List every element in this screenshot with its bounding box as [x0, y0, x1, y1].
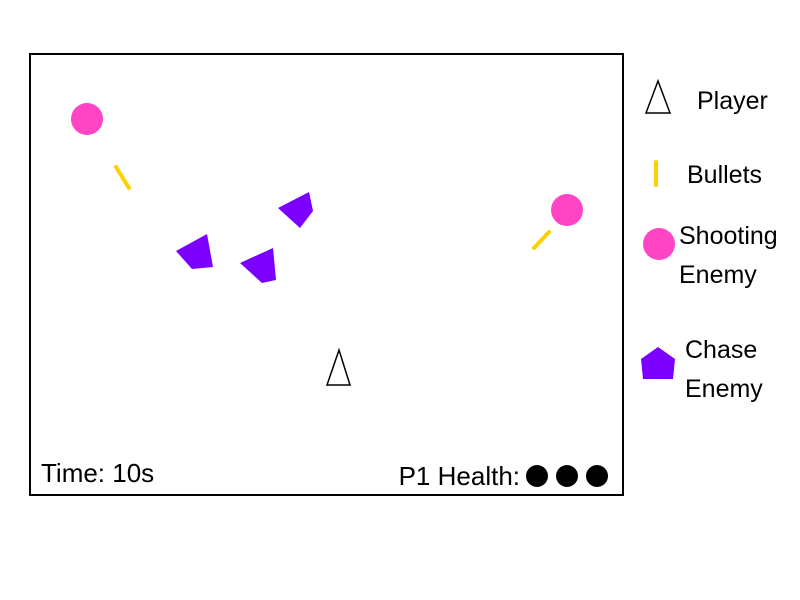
shooting-enemy-legend-icon	[643, 228, 675, 260]
arena-canvas	[71, 103, 583, 386]
health-label: P1 Health:	[398, 461, 520, 491]
bullet	[114, 165, 131, 190]
chase-enemy-legend-icon	[641, 347, 675, 379]
health-pips	[526, 465, 608, 487]
bullet-legend-icon	[654, 160, 658, 187]
legend-player-label: Player	[697, 87, 768, 115]
time-display: Time: 10s	[41, 458, 155, 488]
legend-bullets-label: Bullets	[687, 161, 763, 189]
health-pip	[556, 465, 578, 487]
health-pip	[586, 465, 608, 487]
player-legend-icon	[644, 79, 672, 114]
legend-shooting-enemy-label: Shooting Enemy	[679, 222, 778, 289]
chase-enemy	[240, 248, 276, 283]
game-arena[interactable]: Time: 10s P1 Health:	[29, 53, 624, 496]
chase-enemy	[278, 192, 313, 228]
legend-chase-enemy-label: Chase Enemy	[685, 336, 763, 403]
chase-enemy	[176, 234, 213, 269]
shooting-enemy	[71, 103, 103, 135]
player-ship	[325, 347, 352, 386]
health-display: P1 Health:	[399, 461, 608, 491]
shooting-enemy	[551, 194, 583, 226]
bullet	[532, 230, 551, 250]
health-pip	[526, 465, 548, 487]
legend: Player Bullets Shooting Enemy Chase Enem…	[636, 70, 800, 430]
